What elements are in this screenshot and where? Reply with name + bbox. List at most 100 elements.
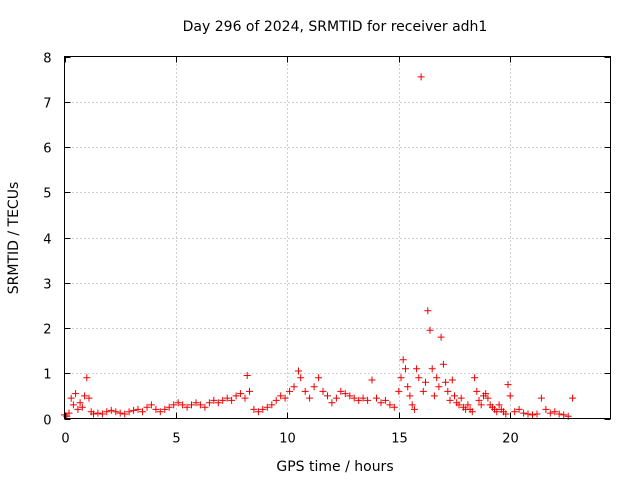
data-point [422,378,429,386]
ticks: 0 5 10 15 20 0 1 2 3 4 5 6 7 8 [43,52,611,447]
data-point [328,399,336,407]
data-point [399,356,407,364]
data-point [81,392,89,400]
x-tick-label: 20 [502,432,519,447]
data-point [201,403,209,411]
data-point [161,405,169,413]
data-point [179,401,187,409]
data-point [76,399,84,407]
data-point [72,390,80,398]
y-tick-label: 6 [43,142,51,157]
y-tick-label: 4 [43,233,51,248]
data-point [156,408,164,416]
data-point [297,374,305,382]
data-point [319,387,327,395]
data-point [259,405,267,413]
data-point [413,365,421,373]
y-tick-label: 7 [43,97,51,112]
data-point [306,394,314,402]
data-point [188,401,195,409]
data-point [390,403,398,411]
data-point [493,408,501,416]
data-point [205,399,213,407]
data-point [130,406,138,414]
data-point [250,405,258,413]
data-point [85,394,93,402]
data-point [268,401,276,409]
data-point [446,396,454,404]
data-point [147,401,155,409]
data-point [511,408,519,416]
data-point [310,383,318,391]
data-point [430,392,438,400]
data-point [69,401,77,409]
data-point [364,396,372,404]
data-point [560,411,568,419]
data-point [315,374,323,382]
data-point [520,409,528,417]
data-point [448,376,456,384]
data-point [546,409,554,417]
data-point [337,387,345,395]
data-point [464,401,472,409]
chart-title: Day 296 of 2024, SRMTID for receiver adh… [183,19,488,35]
data-point [444,387,452,395]
data-point [504,381,512,389]
data-points [61,73,577,420]
data-point [272,396,280,404]
data-point [355,396,363,404]
data-point [426,326,434,334]
y-tick-label: 0 [43,414,51,429]
data-point [484,394,492,402]
data-point [542,405,550,413]
grid [64,56,611,419]
data-point [475,396,483,404]
data-point [121,410,129,418]
data-point [183,403,191,411]
data-point [241,394,249,402]
data-point [515,405,523,413]
x-tick-label: 5 [172,432,180,447]
data-point [410,405,418,413]
x-tick-label: 10 [279,432,296,447]
data-point [196,401,204,409]
y-axis-label: SRMTID / TECUs [6,182,22,295]
data-point [174,399,182,407]
x-tick-label: 0 [61,432,69,447]
data-point [219,396,227,404]
data-point [67,394,75,402]
data-point [125,408,133,416]
data-point [373,394,380,402]
data-point [477,401,485,409]
data-point [112,408,120,416]
data-point [286,387,294,395]
data-point [569,394,577,402]
data-point [254,408,262,416]
y-tick-label: 5 [43,187,51,202]
data-point [134,405,142,413]
data-point [417,73,425,81]
data-point [281,394,289,402]
data-point [263,403,271,411]
data-point [506,392,514,400]
data-point [324,392,331,400]
data-point [502,410,510,418]
data-point [332,394,340,402]
data-point [74,405,82,413]
data-point [397,374,405,382]
data-point [433,374,441,382]
data-point [139,408,146,416]
data-point [415,374,423,382]
data-point [419,387,427,395]
data-point [341,390,349,398]
data-point [455,401,463,409]
data-point [301,387,309,395]
data-point [103,408,111,416]
data-point [232,392,240,400]
data-point [170,401,178,409]
data-point [359,394,367,402]
data-point [473,387,481,395]
x-axis-label: GPS time / hours [276,459,393,475]
data-point [404,383,412,391]
data-point [152,405,160,413]
